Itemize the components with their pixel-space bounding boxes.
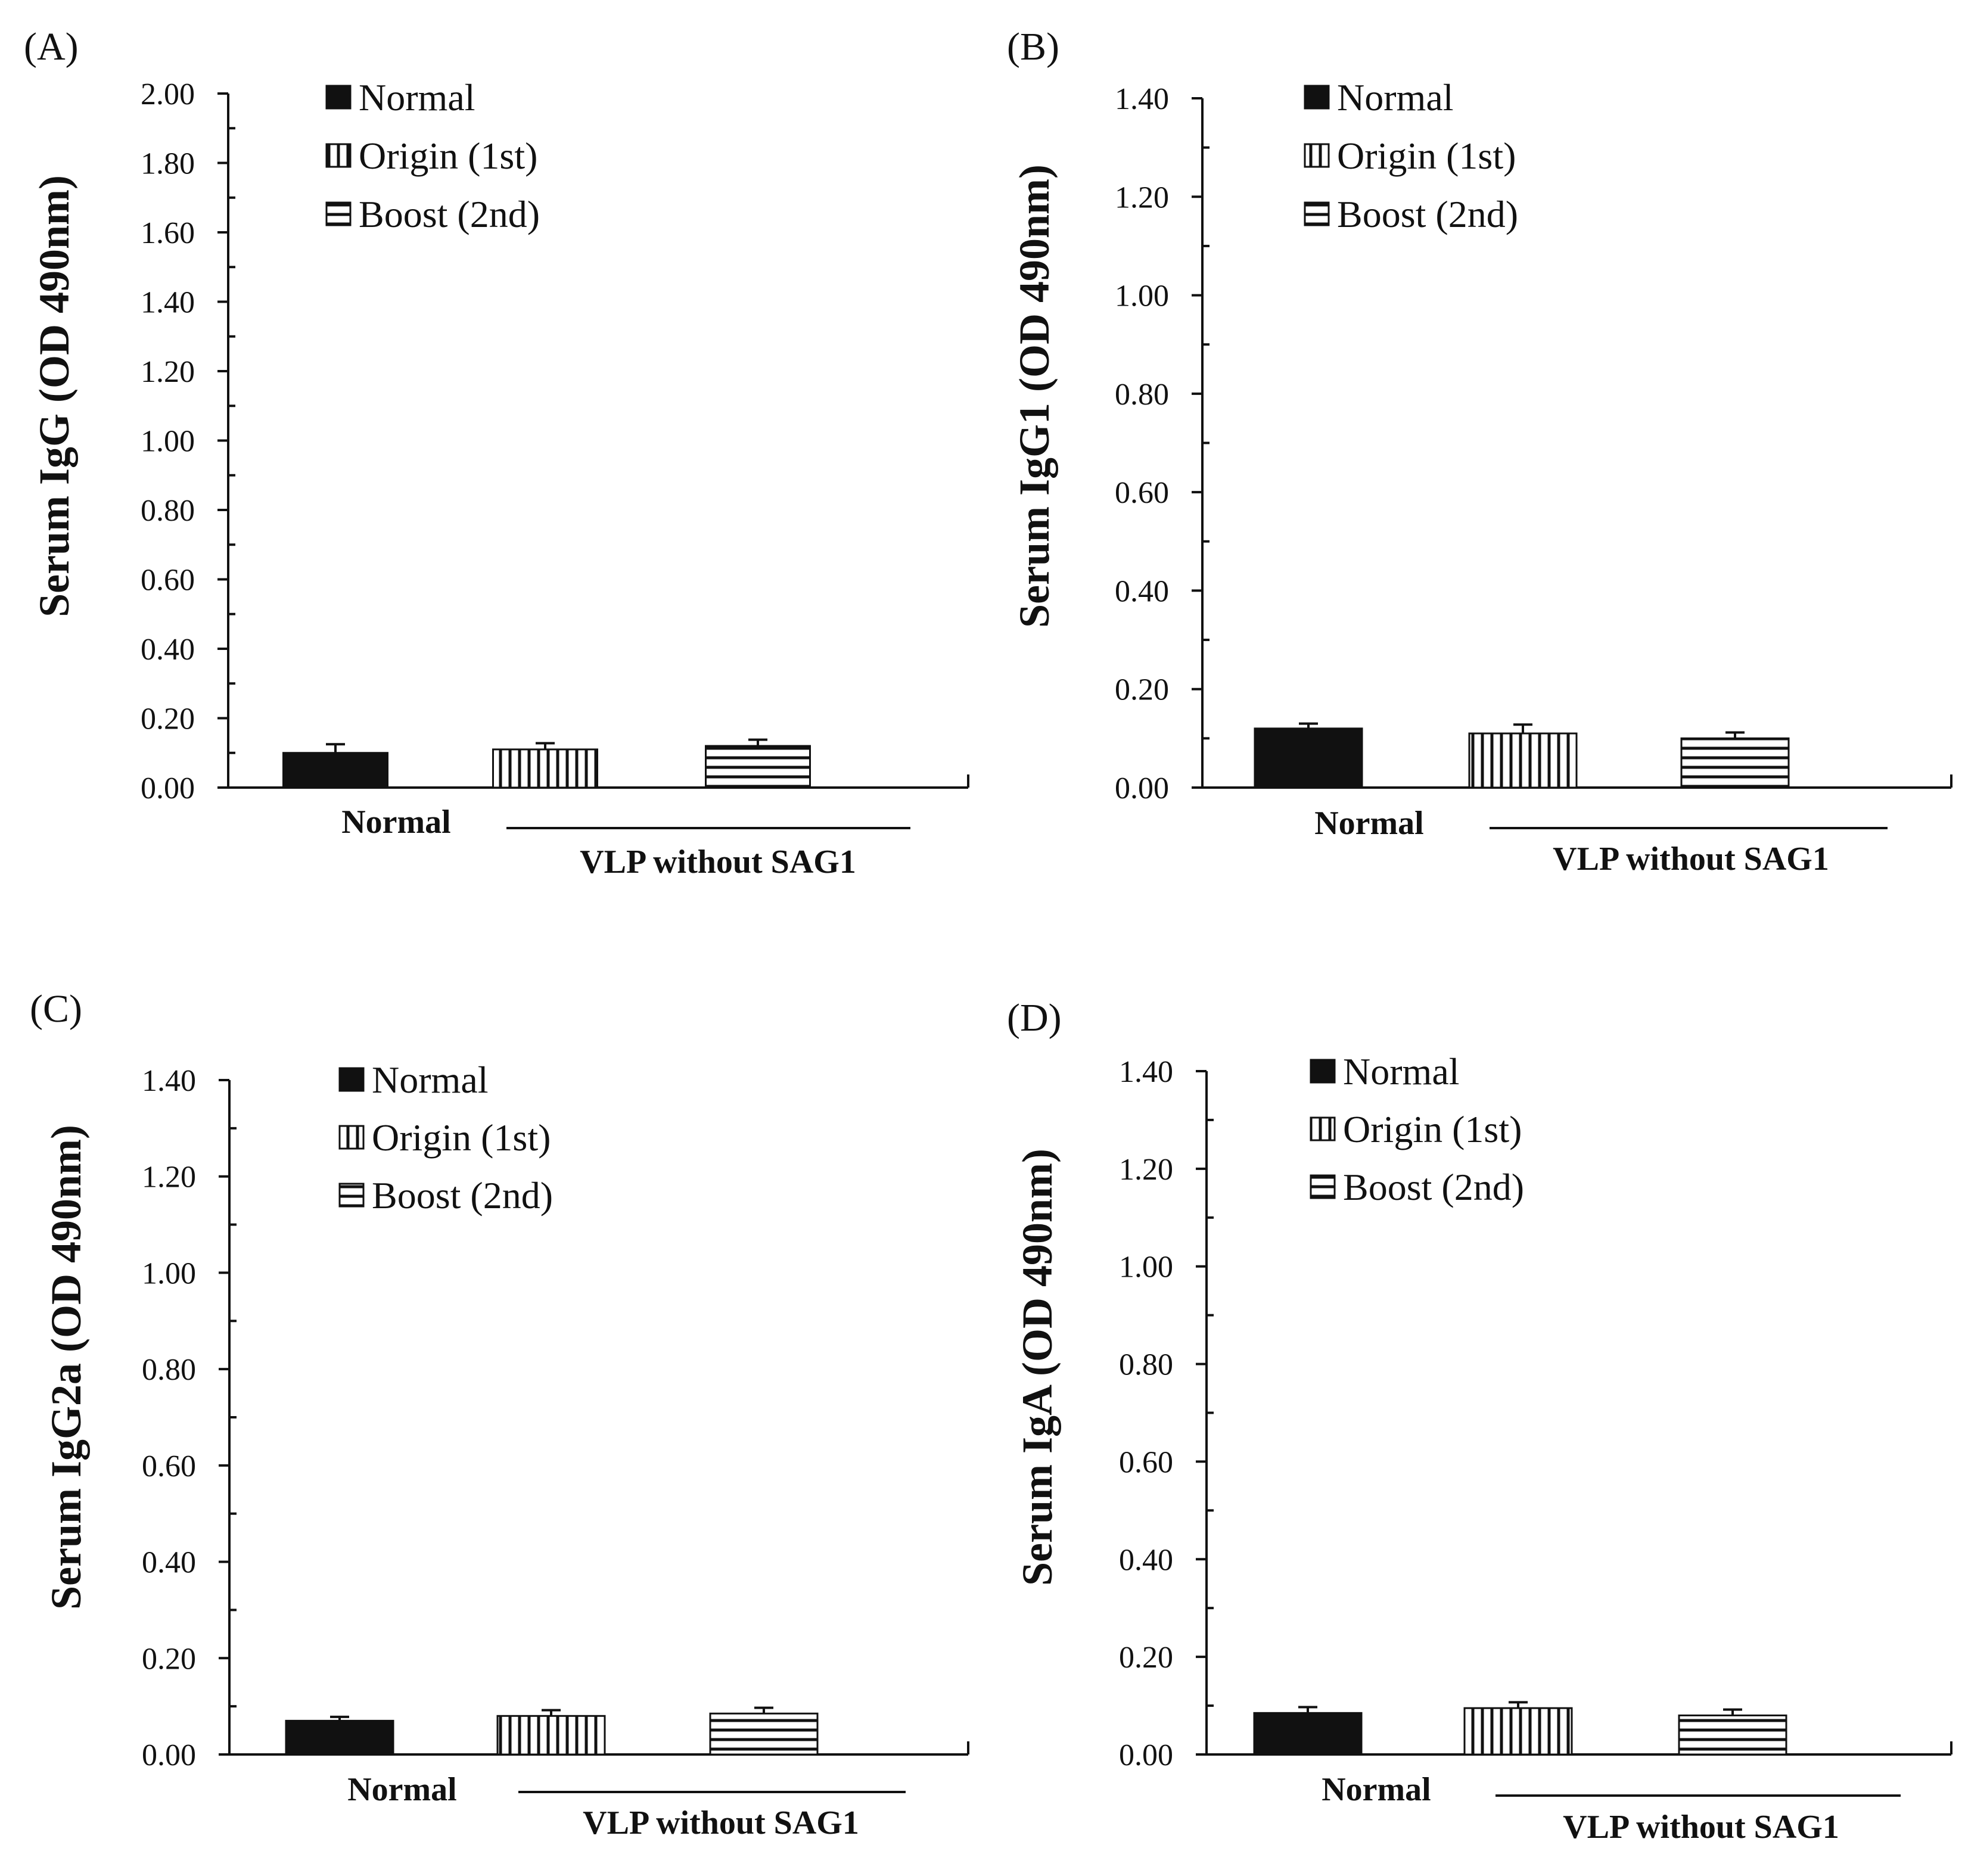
legend-swatch-horizontal xyxy=(325,201,352,226)
x-category-label: VLP without SAG1 xyxy=(1563,1809,1839,1846)
chart-panel-c: (C) Serum IgG2a (OD 490nm) 0.00 0.20 0.40 0.6… xyxy=(30,987,969,1841)
bar-vertical xyxy=(1468,732,1578,789)
chart-panel-d: (D) Serum IgA (OD 490nm) 0.00 0.20 0.40 0.60 0… xyxy=(1007,996,1952,1846)
legend-swatch-solid xyxy=(1310,1059,1336,1084)
y-tick-label: 1.00 xyxy=(141,425,195,459)
legend-item-label: Normal xyxy=(1343,1050,1460,1093)
legend-item-label: Boost (2nd) xyxy=(359,193,540,235)
y-axis-title: Serum IgG2a (OD 490nm) xyxy=(42,1125,90,1610)
y-tick-label: 0.40 xyxy=(1119,1543,1173,1577)
legend-swatch-solid xyxy=(325,85,352,110)
y-tick-label: 0.00 xyxy=(141,771,195,805)
bar-horizontal xyxy=(1680,737,1790,789)
chart-panel-b: (B) Serum IgG1 (OD 490nm) 0.00 0.20 0.40 0.60… xyxy=(1007,25,1952,878)
y-tick-label: 0.40 xyxy=(1115,574,1169,608)
y-tick-label: 1.00 xyxy=(1119,1250,1173,1284)
y-tick-label: 0.40 xyxy=(141,633,195,667)
y-tick-label: 1.40 xyxy=(142,1064,196,1098)
legend-swatch-solid xyxy=(338,1067,365,1092)
y-tick-label: 0.00 xyxy=(142,1738,196,1772)
y-tick-label: 0.20 xyxy=(1119,1641,1173,1675)
legend: Normal Origin (1st) Boost (2nd) xyxy=(1304,76,1518,235)
y-tick-label: 2.00 xyxy=(141,77,195,111)
legend-swatch-horizontal xyxy=(338,1183,365,1208)
y-tick-label: 0.20 xyxy=(141,702,195,736)
y-tick-label: 0.60 xyxy=(1119,1445,1173,1479)
chart-panel-a: (A) Serum IgG (OD 490nm) 0.00 0.20 0.40 0.60 0… xyxy=(24,25,969,881)
y-tick-label: 0.80 xyxy=(1119,1348,1173,1382)
panel-label: (D) xyxy=(1007,996,1062,1040)
x-category-label: Normal xyxy=(347,1771,457,1808)
legend-item-label: Origin (1st) xyxy=(1343,1108,1522,1150)
legend-swatch-vertical xyxy=(1304,143,1330,168)
legend-item-label: Origin (1st) xyxy=(372,1116,551,1159)
bar-horizontal xyxy=(705,745,811,789)
panel-label: (B) xyxy=(1007,25,1059,69)
legend: Normal Origin (1st) Boost (2nd) xyxy=(1310,1050,1524,1208)
legend-swatch-horizontal xyxy=(1310,1174,1336,1199)
x-category-label: VLP without SAG1 xyxy=(1553,841,1829,878)
legend-item-label: Normal xyxy=(359,76,475,119)
y-axis-title: Serum IgA (OD 490nm) xyxy=(1013,1149,1061,1586)
legend-item-label: Boost (2nd) xyxy=(372,1174,553,1217)
x-category-label: Normal xyxy=(341,804,451,841)
bar-horizontal xyxy=(1678,1714,1787,1756)
y-tick-label: 0.80 xyxy=(142,1353,196,1387)
legend-swatch-vertical xyxy=(1310,1116,1336,1141)
panel-label: (A) xyxy=(24,25,79,69)
y-tick-label: 1.20 xyxy=(1119,1153,1173,1187)
legend: Normal Origin (1st) Boost (2nd) xyxy=(338,1059,553,1217)
y-tick-label: 1.80 xyxy=(141,147,195,181)
y-tick-label: 0.60 xyxy=(1115,476,1169,510)
legend-swatch-vertical xyxy=(338,1125,365,1150)
bar-solid xyxy=(1254,727,1363,789)
legend: Normal Origin (1st) Boost (2nd) xyxy=(325,76,540,235)
y-tick-label: 1.00 xyxy=(1115,279,1169,313)
y-tick-label: 1.40 xyxy=(141,286,195,320)
legend-item-label: Origin (1st) xyxy=(359,135,537,177)
legend-swatch-solid xyxy=(1304,85,1330,110)
y-tick-label: 0.60 xyxy=(142,1449,196,1483)
legend-item-label: Normal xyxy=(372,1059,489,1101)
legend-item-label: Origin (1st) xyxy=(1337,135,1516,177)
legend-item-label: Boost (2nd) xyxy=(1343,1166,1524,1208)
y-axis-title: Serum IgG1 (OD 490nm) xyxy=(1011,164,1058,628)
y-tick-label: 0.00 xyxy=(1115,771,1169,805)
y-tick-label: 1.20 xyxy=(142,1161,196,1194)
y-tick-label: 1.40 xyxy=(1119,1055,1173,1089)
y-tick-label: 0.80 xyxy=(1115,378,1169,412)
legend-swatch-vertical xyxy=(325,143,352,168)
y-tick-label: 1.20 xyxy=(141,355,195,389)
bar-solid xyxy=(282,752,388,789)
bar-vertical xyxy=(492,748,598,789)
legend-item-label: Boost (2nd) xyxy=(1337,193,1518,235)
legend-item-label: Normal xyxy=(1337,76,1454,119)
x-category-label: VLP without SAG1 xyxy=(583,1805,859,1841)
y-tick-label: 0.40 xyxy=(142,1546,196,1580)
y-tick-label: 0.20 xyxy=(142,1642,196,1676)
y-tick-label: 0.20 xyxy=(1115,673,1169,707)
panel-label: (C) xyxy=(30,987,82,1031)
y-tick-label: 0.60 xyxy=(141,564,195,598)
bar-solid xyxy=(285,1719,394,1756)
y-tick-label: 1.60 xyxy=(141,216,195,250)
y-tick-label: 1.40 xyxy=(1115,82,1169,116)
legend-swatch-horizontal xyxy=(1304,201,1330,226)
y-tick-label: 1.00 xyxy=(142,1256,196,1290)
bar-vertical xyxy=(1463,1707,1573,1756)
bar-horizontal xyxy=(709,1712,819,1756)
y-tick-label: 0.00 xyxy=(1119,1738,1173,1772)
y-tick-label: 1.20 xyxy=(1115,181,1169,214)
bar-solid xyxy=(1253,1712,1363,1756)
bar-vertical xyxy=(496,1715,606,1756)
x-category-label: Normal xyxy=(1322,1771,1431,1808)
y-axis-title: Serum IgG (OD 490nm) xyxy=(30,175,78,617)
y-tick-label: 0.80 xyxy=(141,494,195,528)
x-category-label: VLP without SAG1 xyxy=(580,844,856,881)
x-category-label: Normal xyxy=(1314,805,1424,842)
